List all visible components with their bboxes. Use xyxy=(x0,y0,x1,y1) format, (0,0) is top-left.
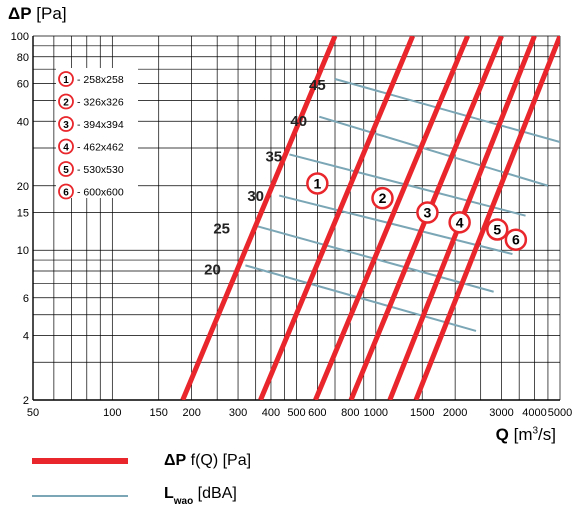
x-axis-label-symbol: Q xyxy=(495,425,509,444)
size-legend-marker-label-6: 6 xyxy=(63,188,69,199)
pressure-line-6 xyxy=(413,36,560,400)
pressure-marker-label-4: 4 xyxy=(456,214,464,230)
size-legend-marker-label-1: 1 xyxy=(63,75,69,86)
x-tick-label: 2000 xyxy=(443,407,467,419)
x-axis-label-unit-sup: 3 xyxy=(532,425,539,437)
footer-legend-pressure: ΔP f(Q) [Pa] xyxy=(32,452,251,470)
y-tick-label: 20 xyxy=(17,181,29,193)
x-tick-label: 1500 xyxy=(410,407,434,419)
sound-level-label-30: 30 xyxy=(247,188,264,205)
pressure-marker-label-5: 5 xyxy=(493,221,501,237)
footer-legend-sound-sub: wao xyxy=(173,496,194,507)
sound-level-label-40: 40 xyxy=(290,113,307,130)
x-axis-label-unit-pre: [m xyxy=(513,425,533,444)
size-legend-marker-label-2: 2 xyxy=(63,98,69,109)
sound-level-label-25: 25 xyxy=(213,220,230,237)
y-tick-label: 80 xyxy=(17,52,29,64)
x-tick-label: 150 xyxy=(150,407,168,419)
pressure-marker-label-3: 3 xyxy=(424,205,432,221)
size-legend-marker-2 xyxy=(58,93,74,110)
x-tick-label: 5000 xyxy=(548,407,572,419)
x-tick-label: 4000 xyxy=(522,407,546,419)
y-tick-label: 6 xyxy=(23,293,29,305)
x-tick-label: 600 xyxy=(308,407,326,419)
y-tick-label: 4 xyxy=(23,331,29,343)
size-legend-text-1: - 258x258 xyxy=(77,74,124,86)
footer-legend-sound: Lwao [dBA] xyxy=(32,485,237,507)
pressure-marker-label-2: 2 xyxy=(379,190,387,206)
size-legend-marker-4 xyxy=(58,138,74,155)
pressure-marker-6 xyxy=(504,228,528,251)
size-legend-text-2: - 326x326 xyxy=(77,97,124,109)
x-tick-label: 100 xyxy=(103,407,121,419)
y-tick-label: 40 xyxy=(17,116,29,128)
size-legend-marker-6 xyxy=(58,183,74,200)
pressure-marker-label-1: 1 xyxy=(313,175,321,191)
x-axis-label-unit-post: /s] xyxy=(538,425,556,444)
sound-level-label-35: 35 xyxy=(265,148,282,165)
sound-level-label-20: 20 xyxy=(204,262,221,279)
x-tick-label: 400 xyxy=(262,407,280,419)
size-legend-marker-1 xyxy=(58,71,74,87)
sound-level-line-40 xyxy=(318,115,549,187)
size-legend-text-6: - 600x600 xyxy=(77,187,124,199)
y-axis-label-unit: [Pa] xyxy=(36,4,67,23)
footer-legend-pressure-text: f(Q) [Pa] xyxy=(186,452,252,469)
plot-area xyxy=(180,36,560,400)
pressure-marker-1 xyxy=(306,172,329,195)
pressure-line-2 xyxy=(258,36,415,400)
footer-legend-sound-symbol: L xyxy=(164,485,174,502)
footer-legend-sound-text: [dBA] xyxy=(193,485,237,502)
pressure-marker-5 xyxy=(486,218,509,241)
size-legend-marker-3 xyxy=(58,116,74,132)
pressure-marker-2 xyxy=(371,186,394,210)
pressure-line-3 xyxy=(313,36,470,400)
y-axis-label: ΔP [Pa] xyxy=(8,4,67,24)
y-tick-label: 100 xyxy=(11,31,29,43)
y-tick-label: 15 xyxy=(17,208,29,220)
x-tick-label: 200 xyxy=(182,407,200,419)
y-axis-label-symbol: ΔP xyxy=(8,4,32,23)
footer-legend-pressure-symbol: ΔP xyxy=(164,452,187,469)
footer-legend-pressure-label: ΔP f(Q) [Pa] xyxy=(164,452,251,470)
x-tick-label: 3000 xyxy=(489,407,513,419)
footer-legend-sound-label: Lwao [dBA] xyxy=(164,485,237,507)
pressure-marker-label-6: 6 xyxy=(512,232,520,248)
pressure-line-1 xyxy=(180,36,338,400)
y-tick-label: 2 xyxy=(23,395,29,407)
x-tick-label: 800 xyxy=(341,407,359,419)
size-legend-background xyxy=(56,68,138,198)
x-axis-label: Q [m3/s] xyxy=(496,425,556,445)
pressure-marker-3 xyxy=(416,201,439,224)
footer-legend-pressure-swatch xyxy=(32,458,128,464)
size-legend-text-4: - 462x462 xyxy=(77,142,124,154)
size-legend-marker-5 xyxy=(58,161,74,177)
x-tick-label: 300 xyxy=(229,407,247,419)
x-tick-label: 1000 xyxy=(364,407,388,419)
x-tick-label: 500 xyxy=(287,407,305,419)
size-legend-marker-label-5: 5 xyxy=(63,165,69,176)
size-legend: 1 - 258x258 2 - 326x326 3 - 394x394 4 - 462x462… xyxy=(56,68,138,200)
size-legend-text-5: - 530x530 xyxy=(77,164,124,176)
sound-level-label-45: 45 xyxy=(309,77,326,94)
size-legend-text-3: - 394x394 xyxy=(77,119,124,131)
y-tick-label: 60 xyxy=(17,79,29,91)
size-legend-marker-label-3: 3 xyxy=(63,120,69,131)
x-tick-label: 50 xyxy=(27,407,39,419)
sound-level-line-30 xyxy=(278,194,513,256)
y-tick-label: 10 xyxy=(17,245,29,257)
size-legend-marker-label-4: 4 xyxy=(63,143,69,154)
footer-legend-sound-swatch xyxy=(32,495,128,497)
pressure-marker-4 xyxy=(448,211,471,234)
